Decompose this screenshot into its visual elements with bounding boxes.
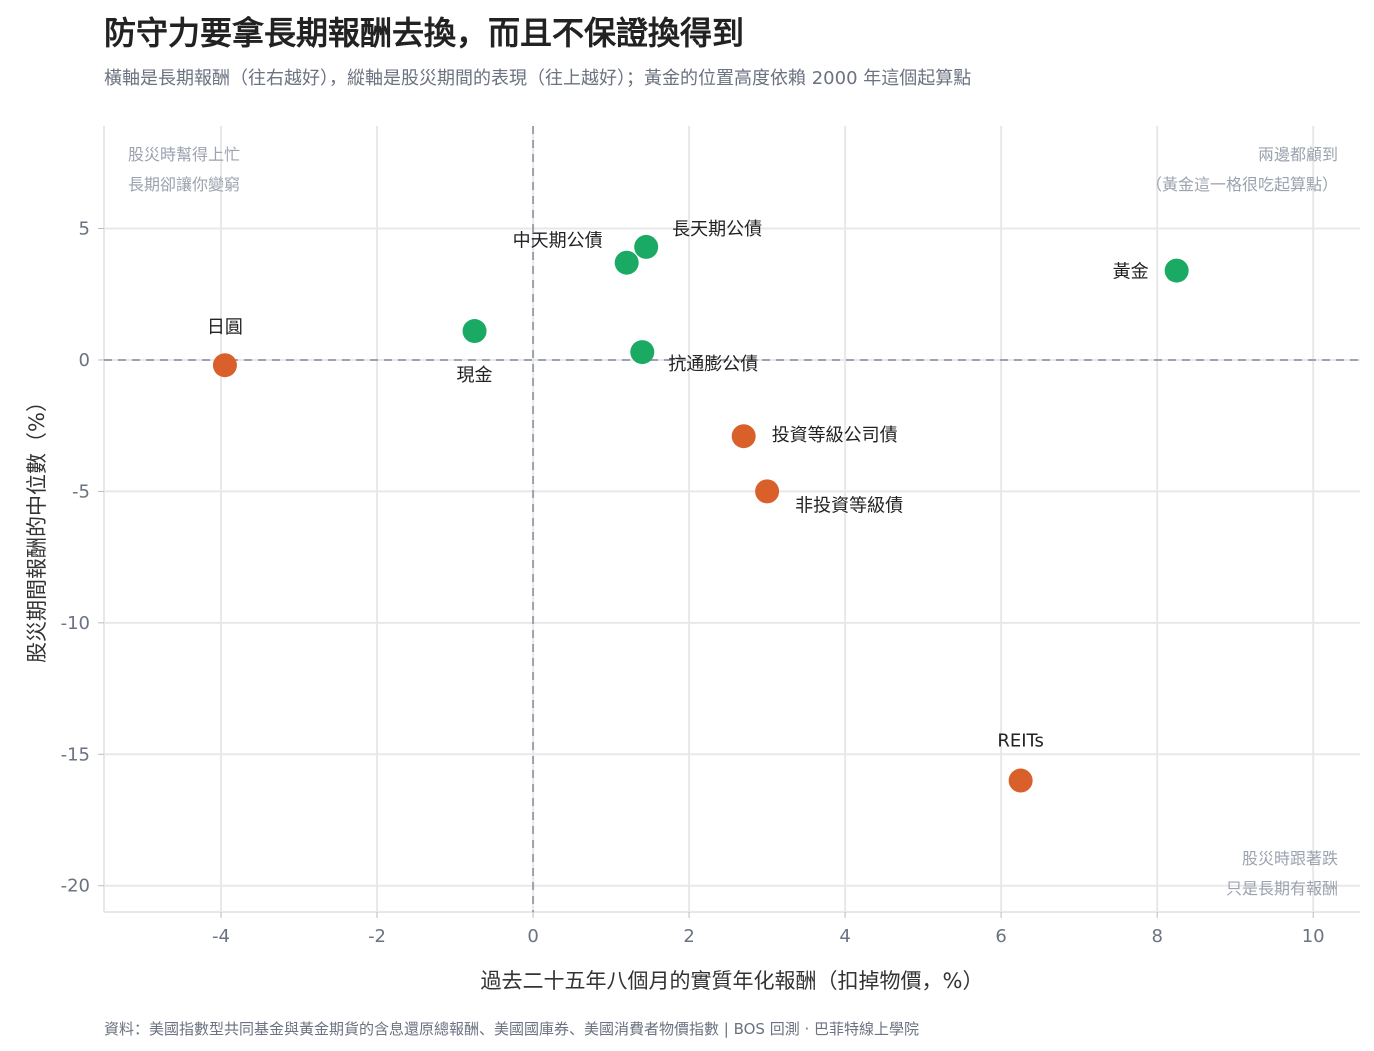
x-tick-label: 4	[839, 926, 850, 947]
y-tick-label: 0	[79, 350, 90, 371]
grid-lines	[103, 126, 1360, 913]
point-label: 日圓	[207, 317, 243, 338]
y-tick-label: -10	[61, 613, 90, 634]
x-tick-label: 2	[683, 926, 694, 947]
point-label: REITs	[997, 731, 1044, 752]
chart-subtitle: 橫軸是長期報酬（往右越好），縱軸是股災期間的表現（往上越好）；黃金的位置高度依賴…	[104, 68, 972, 89]
x-tick-label: 6	[995, 926, 1006, 947]
scatter-point	[755, 479, 780, 504]
point-label: 黃金	[1113, 262, 1149, 283]
x-tick-label: 8	[1151, 926, 1162, 947]
point-label: 非投資等級債	[795, 495, 903, 516]
quadrant-annotation-line: 股災時跟著跌	[1242, 849, 1338, 868]
y-tick-label: -20	[61, 876, 90, 897]
y-axis-title: 股災期間報酬的中位數（%）	[25, 391, 49, 663]
point-label: 長天期公債	[672, 219, 762, 240]
scatter-point	[1164, 258, 1189, 283]
y-tick-label: -15	[61, 744, 90, 765]
point-label: 中天期公債	[513, 231, 603, 252]
scatter-point	[212, 353, 237, 378]
quadrant-annotation-line: 長期卻讓你變窮	[128, 175, 240, 194]
quadrant-annotation-line: 兩邊都顧到	[1258, 145, 1338, 164]
scatter-point	[630, 340, 655, 365]
y-tick-label: 5	[79, 219, 90, 240]
scatter-point	[614, 250, 639, 275]
quadrant-annotation-line: 股災時幫得上忙	[128, 145, 240, 164]
point-label: 投資等級公司債	[772, 425, 898, 446]
scatter-point	[634, 234, 659, 259]
scatter-point	[1008, 768, 1033, 793]
quadrant-annotation-line: 只是長期有報酬	[1226, 879, 1338, 898]
scatter-point	[731, 424, 756, 449]
point-label: 抗通膨公債	[668, 354, 758, 375]
x-tick-label: -2	[368, 926, 386, 947]
quadrant-annotation-line: （黃金這一格很吃起算點）	[1146, 175, 1338, 194]
x-tick-label: -4	[212, 926, 230, 947]
x-axis-title: 過去二十五年八個月的實質年化報酬（扣掉物價，%）	[481, 969, 984, 993]
x-tick-label: 10	[1302, 926, 1325, 947]
y-tick-label: -5	[72, 481, 90, 502]
scatter-point	[462, 319, 487, 344]
reference-lines	[104, 126, 1360, 912]
source-footer: 資料：美國指數型共同基金與黃金期貨的含息還原總報酬、美國國庫券、美國消費者物價指…	[104, 1020, 920, 1038]
point-label: 現金	[457, 365, 493, 386]
data-points	[212, 234, 1189, 793]
x-tick-label: 0	[527, 926, 538, 947]
chart-title: 防守力要拿長期報酬去換，而且不保證換得到	[104, 14, 745, 52]
